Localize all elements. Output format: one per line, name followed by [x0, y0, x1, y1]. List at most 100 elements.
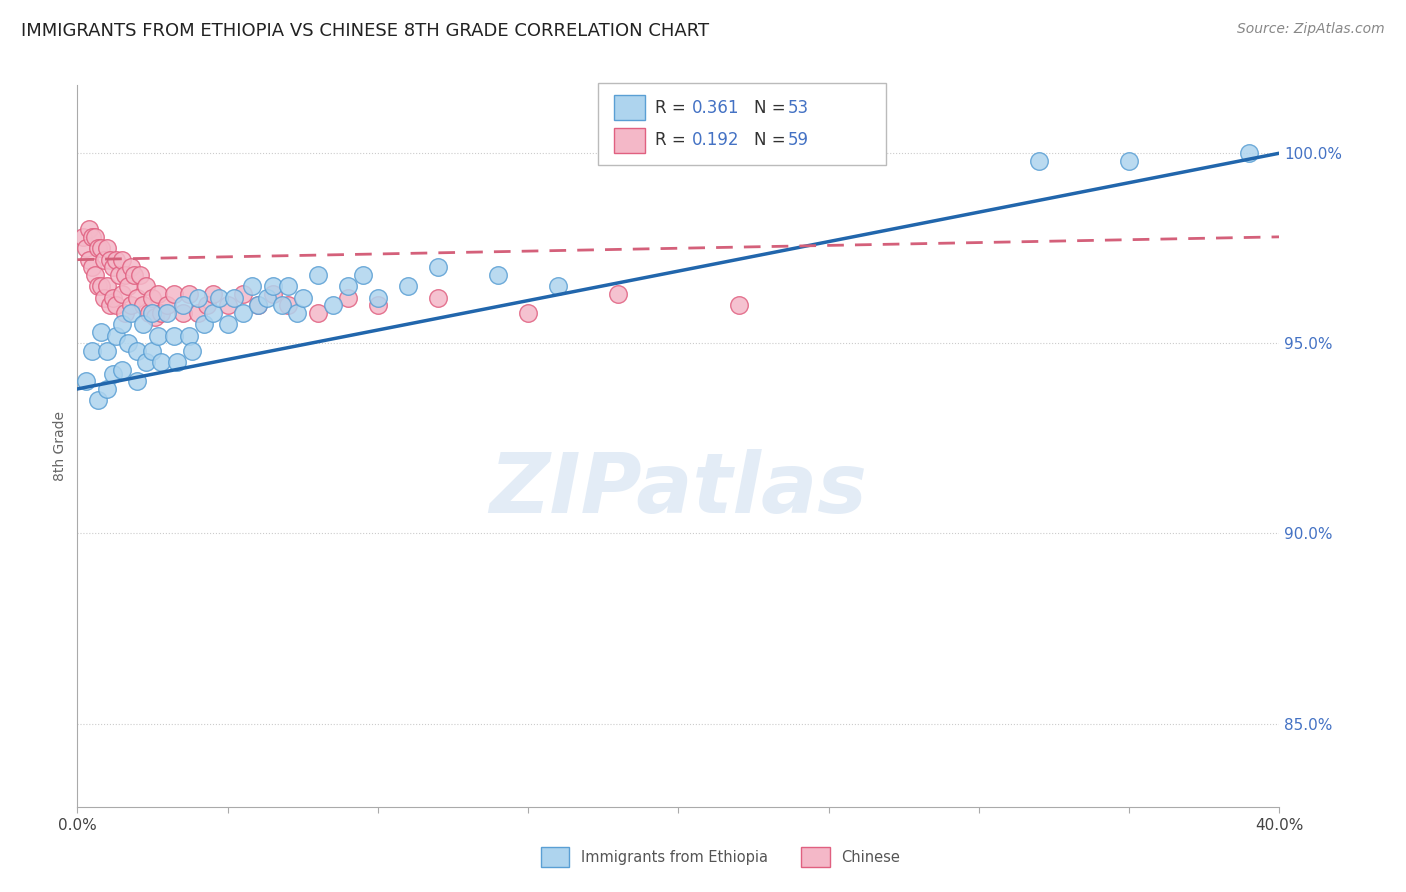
Point [172, 306, 194, 320]
Point [291, 291, 314, 305]
Point [114, 268, 136, 282]
Point [127, 343, 149, 358]
Point [132, 318, 155, 332]
Point [100, 298, 122, 312]
Point [82, 260, 104, 275]
Point [84, 268, 107, 282]
Point [172, 298, 194, 312]
Point [486, 268, 509, 282]
Point [222, 291, 245, 305]
Point [141, 291, 163, 305]
Point [90, 279, 112, 293]
Point [322, 298, 344, 312]
Text: Chinese: Chinese [841, 850, 900, 864]
Text: 53: 53 [787, 99, 808, 117]
Text: Immigrants from Ethiopia: Immigrants from Ethiopia [581, 850, 768, 864]
Point [186, 306, 209, 320]
Point [177, 286, 200, 301]
Point [246, 298, 269, 312]
Point [117, 279, 139, 293]
Point [148, 286, 170, 301]
Point [111, 286, 134, 301]
Point [150, 355, 173, 369]
Point [127, 291, 149, 305]
Point [156, 306, 179, 320]
Point [336, 279, 359, 293]
Point [285, 306, 308, 320]
Point [108, 268, 131, 282]
Point [148, 328, 170, 343]
Point [162, 328, 184, 343]
Point [87, 241, 110, 255]
Point [307, 268, 329, 282]
Text: ZIPatlas: ZIPatlas [489, 449, 868, 530]
Point [352, 268, 374, 282]
Point [132, 298, 155, 312]
Point [1239, 146, 1261, 161]
Point [96, 343, 118, 358]
Point [120, 298, 142, 312]
Point [246, 298, 269, 312]
Point [135, 355, 157, 369]
Point [103, 291, 125, 305]
Point [105, 252, 128, 267]
Point [138, 306, 160, 320]
Point [120, 260, 142, 275]
Point [103, 367, 125, 381]
Point [177, 328, 200, 343]
Point [1028, 153, 1050, 168]
Point [135, 279, 157, 293]
Text: N =: N = [754, 99, 790, 117]
Point [207, 291, 229, 305]
Point [117, 336, 139, 351]
Point [72, 230, 94, 244]
Point [124, 268, 146, 282]
Point [1118, 153, 1140, 168]
Point [166, 355, 188, 369]
Point [96, 382, 118, 396]
Point [90, 325, 112, 339]
Text: R =: R = [655, 99, 692, 117]
Point [156, 298, 179, 312]
Point [75, 375, 97, 389]
Point [195, 298, 218, 312]
Point [427, 291, 450, 305]
Point [150, 306, 173, 320]
Point [607, 286, 630, 301]
Point [367, 298, 389, 312]
Point [87, 393, 110, 408]
Point [79, 252, 101, 267]
Point [727, 298, 749, 312]
Point [84, 230, 107, 244]
Point [90, 241, 112, 255]
Point [141, 343, 163, 358]
Point [262, 286, 284, 301]
Point [547, 279, 569, 293]
Point [114, 306, 136, 320]
Point [87, 279, 110, 293]
Point [93, 291, 115, 305]
Point [93, 252, 115, 267]
Point [193, 318, 215, 332]
Point [232, 286, 254, 301]
Point [100, 252, 122, 267]
Text: 0.192: 0.192 [692, 131, 740, 149]
Point [111, 318, 134, 332]
Point [120, 306, 142, 320]
Text: 0.361: 0.361 [692, 99, 740, 117]
Point [256, 291, 278, 305]
Point [262, 279, 284, 293]
Point [127, 375, 149, 389]
Point [336, 291, 359, 305]
Point [105, 298, 128, 312]
Point [277, 279, 299, 293]
Point [103, 260, 125, 275]
Point [141, 306, 163, 320]
Point [180, 343, 202, 358]
Text: N =: N = [754, 131, 790, 149]
Point [517, 306, 540, 320]
Y-axis label: 8th Grade: 8th Grade [53, 411, 67, 481]
Text: Source: ZipAtlas.com: Source: ZipAtlas.com [1237, 22, 1385, 37]
Point [129, 268, 152, 282]
Point [396, 279, 419, 293]
